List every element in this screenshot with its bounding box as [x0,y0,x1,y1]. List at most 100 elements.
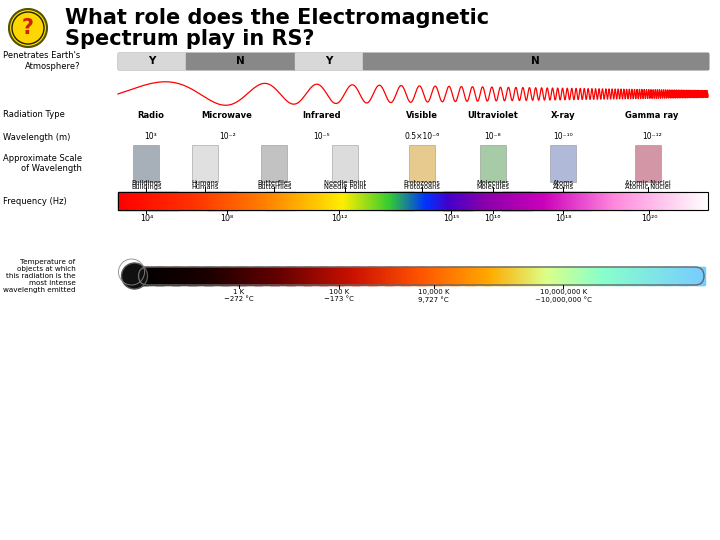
Bar [502,192,503,210]
Bar [140,192,141,210]
Bar [464,267,465,285]
Bar [430,192,431,210]
Bar [479,267,480,285]
Bar [248,267,249,285]
Bar [542,192,544,210]
Bar [297,192,299,210]
Bar [564,267,565,285]
Bar [232,192,233,210]
Bar [660,192,661,210]
Bar [370,192,372,210]
Bar [290,192,292,210]
Bar [577,192,579,210]
Bar [373,267,374,285]
Bar [399,192,401,210]
Bar [174,192,176,210]
Bar [339,267,341,285]
Bar [307,192,310,210]
Bar [118,192,708,210]
Bar [533,192,534,210]
Bar [474,192,475,210]
Bar [186,267,187,285]
Bar [432,192,433,210]
Bar [425,267,426,285]
Bar [634,267,636,285]
Bar [546,192,547,210]
Bar [167,267,168,285]
Bar [312,192,313,210]
Bar [268,267,269,285]
Bar [197,267,199,285]
Bar [301,267,302,285]
Bar [228,267,230,285]
Bar [155,267,156,285]
Bar [537,192,539,210]
Bar [240,192,241,210]
Bar [216,192,218,210]
Bar [698,192,700,210]
Bar [533,267,534,285]
Bar [249,192,251,210]
Bar [675,192,677,210]
Text: Molecules: Molecules [476,184,509,190]
Bar [274,267,275,285]
Bar [551,145,577,182]
Bar [129,192,130,210]
Bar [220,192,222,210]
Bar [382,267,384,285]
Bar [492,267,493,285]
Bar [371,192,372,210]
Bar [326,192,328,210]
Bar [583,192,585,210]
Bar [158,192,160,210]
Bar [573,192,575,210]
Text: 10²⁰: 10²⁰ [641,214,657,223]
Bar [536,267,538,285]
Bar [413,192,415,210]
Bar [621,267,623,285]
Bar [225,267,227,285]
Bar [156,192,157,210]
Bar [467,192,469,210]
Bar [341,267,343,285]
Bar [260,267,261,285]
Bar [541,267,542,285]
Bar [397,192,399,210]
Bar [202,192,204,210]
Bar [613,267,615,285]
Bar [357,267,359,285]
Bar [487,192,489,210]
Bar [449,192,450,210]
Bar [388,267,390,285]
Bar [336,192,338,210]
Bar [489,192,490,210]
Bar [256,267,258,285]
Bar [471,267,472,285]
Bar [249,267,251,285]
Bar [374,192,375,210]
Bar [244,192,246,210]
Bar [163,267,164,285]
Bar [281,267,282,285]
Bar [565,267,567,285]
Bar [640,192,642,210]
Bar [312,192,314,210]
Bar [233,192,235,210]
Bar [549,267,551,285]
Bar [323,267,325,285]
Bar [369,267,371,285]
Bar [173,192,174,210]
Bar [438,267,440,285]
Bar [663,192,665,210]
Bar [469,267,470,285]
Bar [161,267,163,285]
Bar [483,267,485,285]
Bar [298,267,300,285]
Bar [388,192,390,210]
Bar [366,267,367,285]
Bar [667,192,668,210]
Bar [680,267,681,285]
Bar [266,267,268,285]
Bar [415,267,416,285]
Bar [687,267,688,285]
